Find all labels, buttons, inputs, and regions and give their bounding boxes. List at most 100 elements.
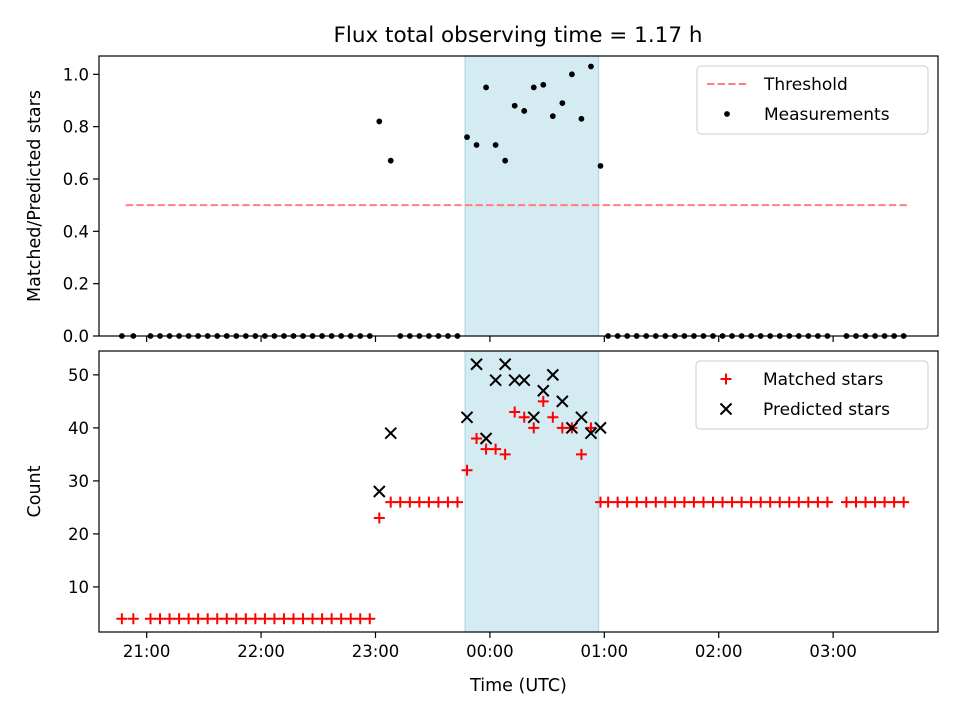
matched-point xyxy=(287,613,299,625)
matched-point xyxy=(249,613,261,625)
matched-point xyxy=(354,613,366,625)
matched-point xyxy=(547,411,559,423)
y-tick-label: 10 xyxy=(68,578,89,597)
predicted-point xyxy=(546,368,560,382)
predicted-point xyxy=(384,426,397,440)
matched-point xyxy=(183,613,195,625)
matched-point xyxy=(879,496,891,508)
matched-point xyxy=(335,613,347,625)
observing-window-band xyxy=(464,55,600,337)
matched-point xyxy=(432,496,444,508)
matched-point xyxy=(394,496,406,508)
measurement-point xyxy=(387,157,394,164)
bottom-panel: 10 20 30 40 50 21:00 22:00 23:00 00:00 01:00 02:00… xyxy=(25,350,939,696)
x-axis-label: Time (UTC) xyxy=(469,676,567,696)
predicted-point xyxy=(565,421,579,435)
series-matched-stars xyxy=(116,395,910,625)
matched-point xyxy=(413,496,425,508)
x-tick-label: 00:00 xyxy=(466,642,514,661)
matched-point xyxy=(192,613,204,625)
x-tick-label: 21:00 xyxy=(123,642,171,661)
matched-point xyxy=(898,496,910,508)
measurement-point xyxy=(464,134,470,141)
matched-point xyxy=(490,443,502,455)
matched-point xyxy=(144,613,156,625)
legend: Threshold Measurements xyxy=(696,65,929,135)
series-predicted-stars xyxy=(373,358,607,498)
matched-point xyxy=(697,496,709,508)
matched-point xyxy=(575,448,587,460)
matched-point xyxy=(509,406,521,418)
legend-predicted-swatch xyxy=(719,402,733,416)
predicted-point xyxy=(479,432,493,445)
matched-point xyxy=(678,496,690,508)
measurement-point xyxy=(483,84,489,91)
measurement-point xyxy=(549,113,556,120)
observing-window-band xyxy=(464,350,600,633)
matched-point xyxy=(793,496,805,508)
y-tick-label: 1.0 xyxy=(63,65,89,84)
predicted-point xyxy=(594,421,607,435)
y-tick-label: 30 xyxy=(68,472,89,491)
predicted-point xyxy=(373,485,386,498)
predicted-point xyxy=(518,373,531,387)
measurement-point xyxy=(578,115,585,122)
measurement-point xyxy=(530,84,537,91)
legend-label: Predicted stars xyxy=(763,400,890,420)
matched-point xyxy=(650,496,662,508)
matched-point xyxy=(268,613,280,625)
y-tick-label: 20 xyxy=(68,525,89,544)
matched-point xyxy=(669,496,681,508)
legend-box xyxy=(696,65,929,135)
matched-point xyxy=(230,613,242,625)
legend-label: Threshold xyxy=(763,75,848,95)
matched-point xyxy=(707,496,719,508)
matched-point xyxy=(240,613,252,625)
matched-point xyxy=(480,443,492,455)
matched-point xyxy=(164,613,176,625)
matched-point xyxy=(316,613,328,625)
matched-point xyxy=(802,496,814,508)
matched-point xyxy=(585,422,597,434)
matched-point xyxy=(736,496,748,508)
measurement-point xyxy=(597,163,604,169)
predicted-point xyxy=(489,373,502,387)
matched-point xyxy=(297,613,309,625)
measurement-point xyxy=(521,108,528,114)
matched-point xyxy=(640,496,652,508)
matched-point xyxy=(745,496,757,508)
matched-point xyxy=(202,613,214,625)
matched-point xyxy=(373,512,385,524)
matched-point xyxy=(774,496,786,508)
axes-frame xyxy=(98,55,939,337)
measurement-point xyxy=(492,142,499,148)
y-tick-label: 0.6 xyxy=(63,170,89,189)
matched-point xyxy=(211,613,223,625)
matched-point xyxy=(602,496,614,508)
legend: Matched stars Predicted stars xyxy=(695,360,929,430)
matched-point xyxy=(404,496,416,508)
predicted-point xyxy=(527,411,540,424)
predicted-point xyxy=(508,373,521,387)
matched-point xyxy=(278,613,290,625)
y-axis-label: Matched/Predicted stars xyxy=(25,90,45,302)
x-tick-label: 03:00 xyxy=(809,642,857,661)
predicted-point xyxy=(470,358,483,371)
matched-point xyxy=(259,613,271,625)
measurement-point xyxy=(559,100,566,107)
matched-point xyxy=(764,496,776,508)
matched-point xyxy=(364,613,376,625)
measurement-point xyxy=(588,63,594,70)
matched-point xyxy=(537,395,549,407)
matched-point xyxy=(621,496,633,508)
matched-point xyxy=(442,496,454,508)
matched-point xyxy=(783,496,795,508)
matched-point xyxy=(612,496,624,508)
legend-measurement-swatch xyxy=(724,111,730,117)
matched-point xyxy=(821,496,833,508)
matched-point xyxy=(461,464,473,476)
matched-point xyxy=(518,411,530,423)
legend-matched-swatch xyxy=(720,373,732,385)
predicted-point xyxy=(498,358,512,371)
